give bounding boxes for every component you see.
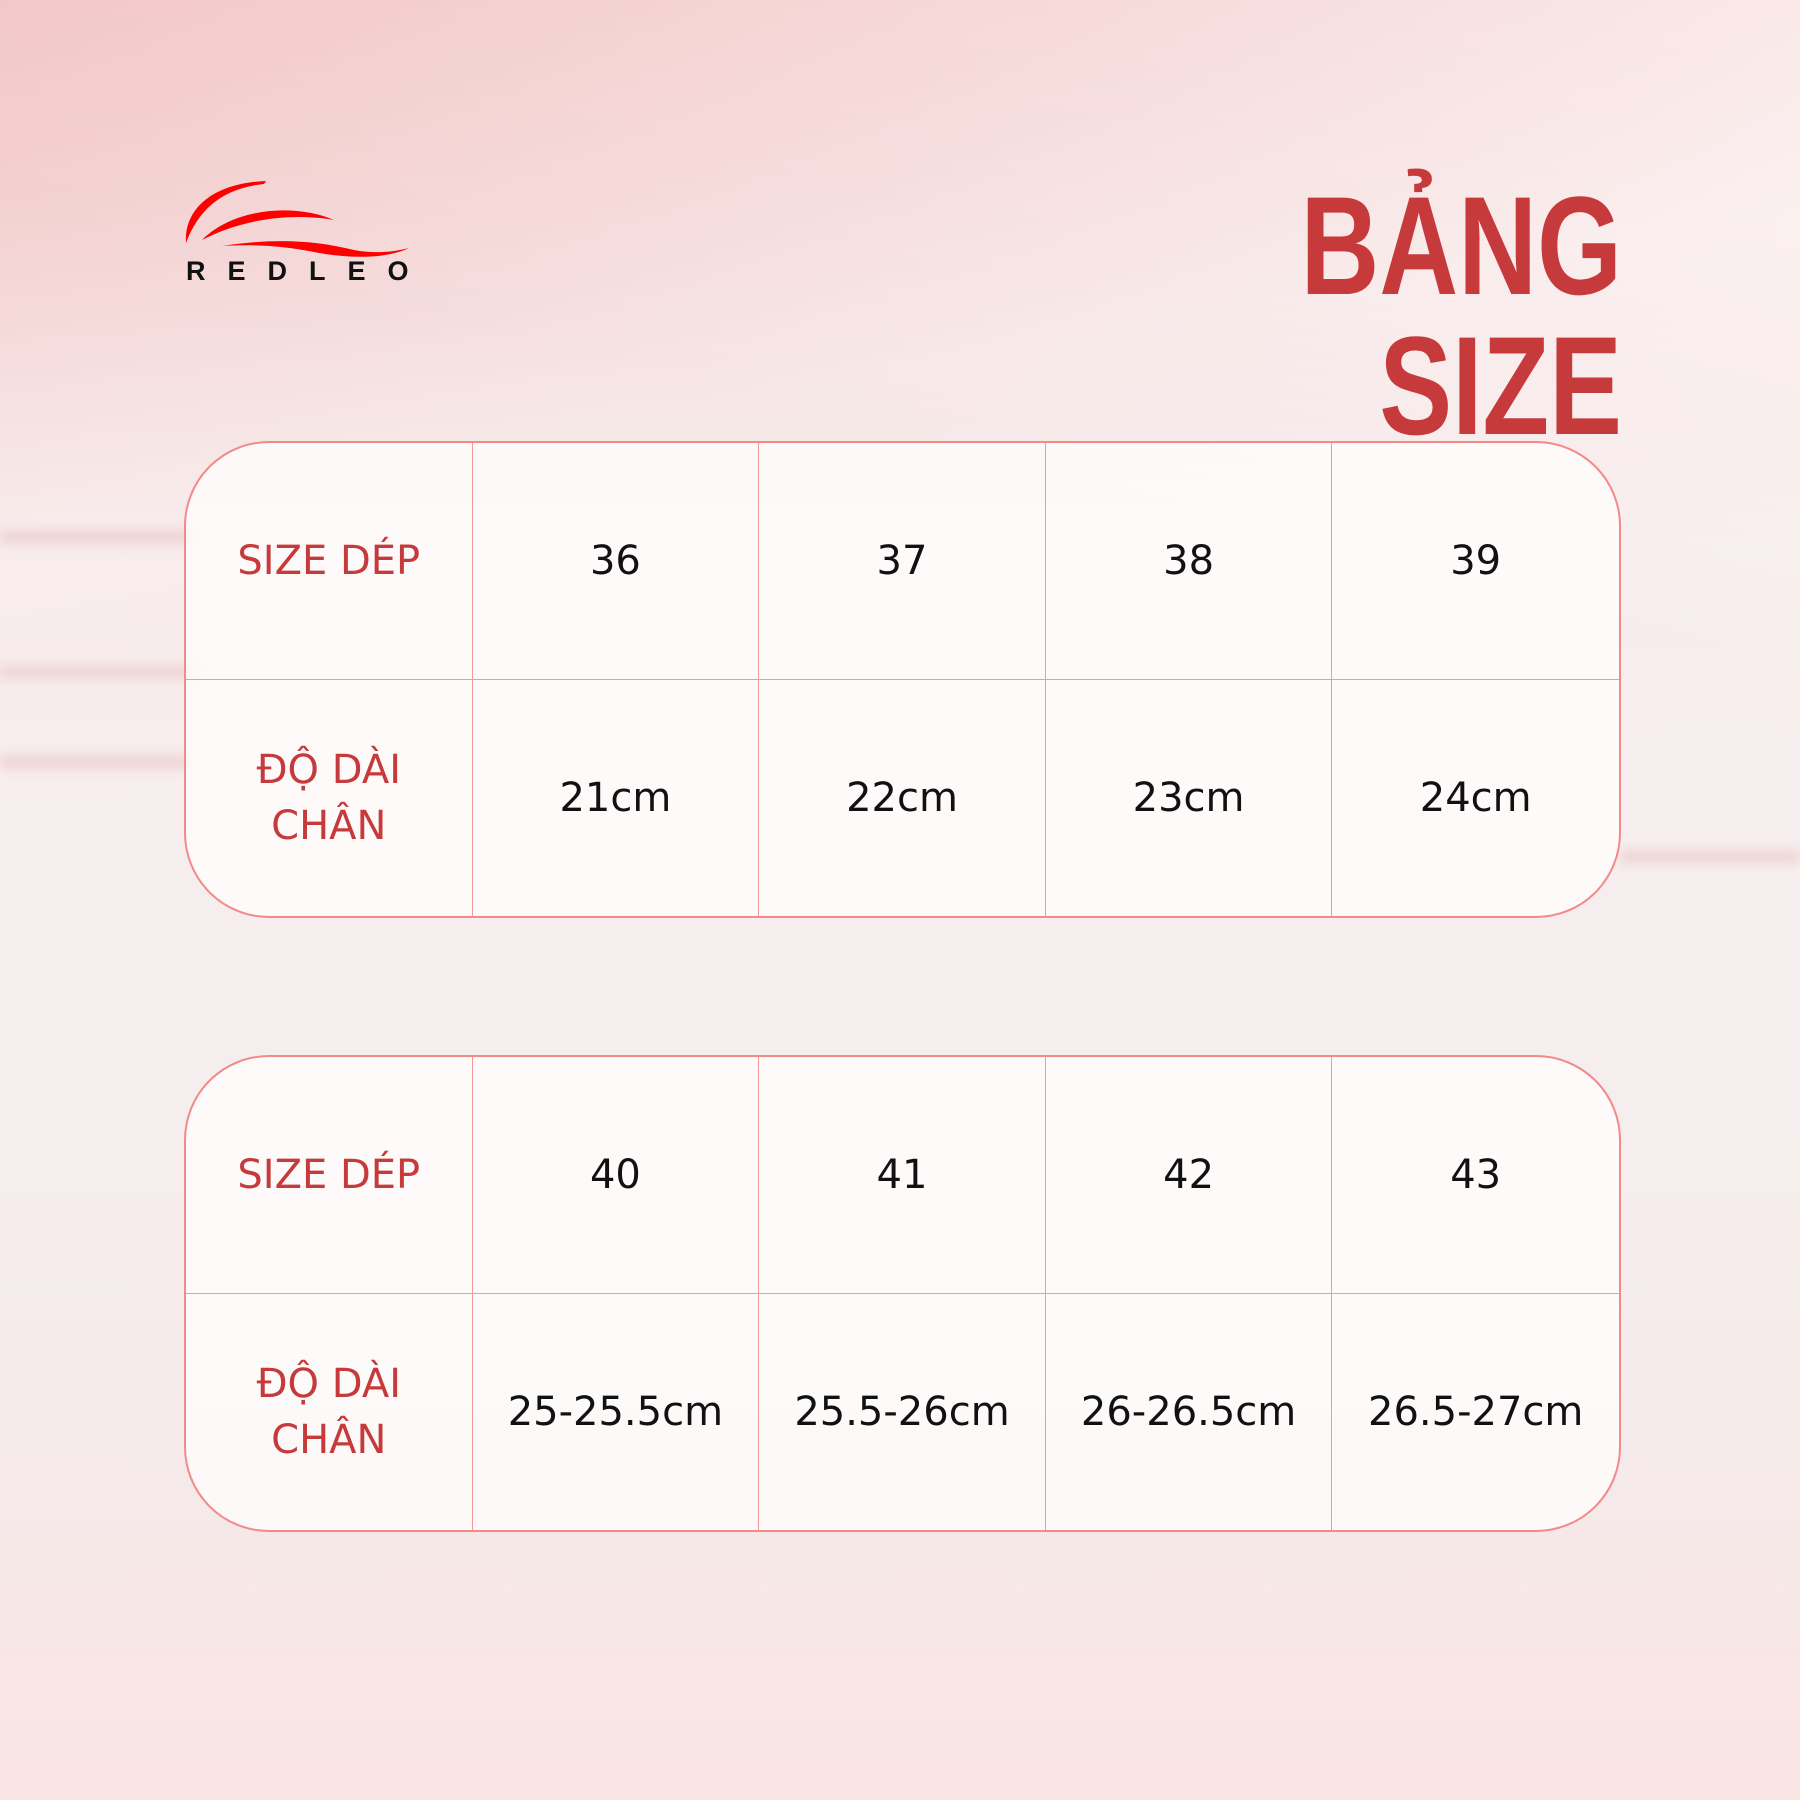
length-cell: 25.5-26cm — [759, 1293, 1046, 1530]
size-cell: 43 — [1332, 1057, 1619, 1294]
row-label-length: ĐỘ DÀI CHÂN — [186, 1293, 473, 1530]
length-cell: 21cm — [473, 679, 760, 916]
size-cell: 42 — [1045, 1057, 1333, 1294]
size-cell: 38 — [1045, 443, 1333, 680]
brand-name: REDLEO — [186, 256, 431, 286]
row-label-length: ĐỘ DÀI CHÂN — [186, 679, 473, 916]
size-cell: 40 — [472, 1057, 760, 1294]
length-cell: 23cm — [1046, 679, 1333, 916]
background-streak — [0, 665, 200, 679]
size-cell: 41 — [759, 1057, 1046, 1294]
redleo-logo — [185, 181, 409, 257]
size-table-2: SIZE DÉP 40 41 42 43 ĐỘ DÀI CHÂN 25-25.5c… — [184, 1055, 1621, 1532]
background-streak — [0, 755, 190, 769]
length-cell: 22cm — [759, 679, 1046, 916]
length-cell: 25-25.5cm — [473, 1293, 760, 1530]
length-cell: 26-26.5cm — [1046, 1293, 1333, 1530]
row-label-size: SIZE DÉP — [186, 443, 473, 680]
length-cell: 26.5-27cm — [1368, 1388, 1584, 1435]
size-cell: 37 — [759, 443, 1046, 680]
size-cell: 36 — [472, 443, 760, 680]
length-cell: 24cm — [1419, 774, 1532, 821]
row-label-size: SIZE DÉP — [186, 1057, 473, 1294]
background-streak — [1620, 850, 1800, 864]
background-streak — [0, 530, 190, 544]
size-table-1: SIZE DÉP 36 37 38 39 ĐỘ DÀI CHÂN 21cm 22c… — [184, 441, 1621, 918]
size-cell: 39 — [1332, 443, 1619, 680]
page-title: BẢNG SIZE — [1300, 167, 1622, 464]
